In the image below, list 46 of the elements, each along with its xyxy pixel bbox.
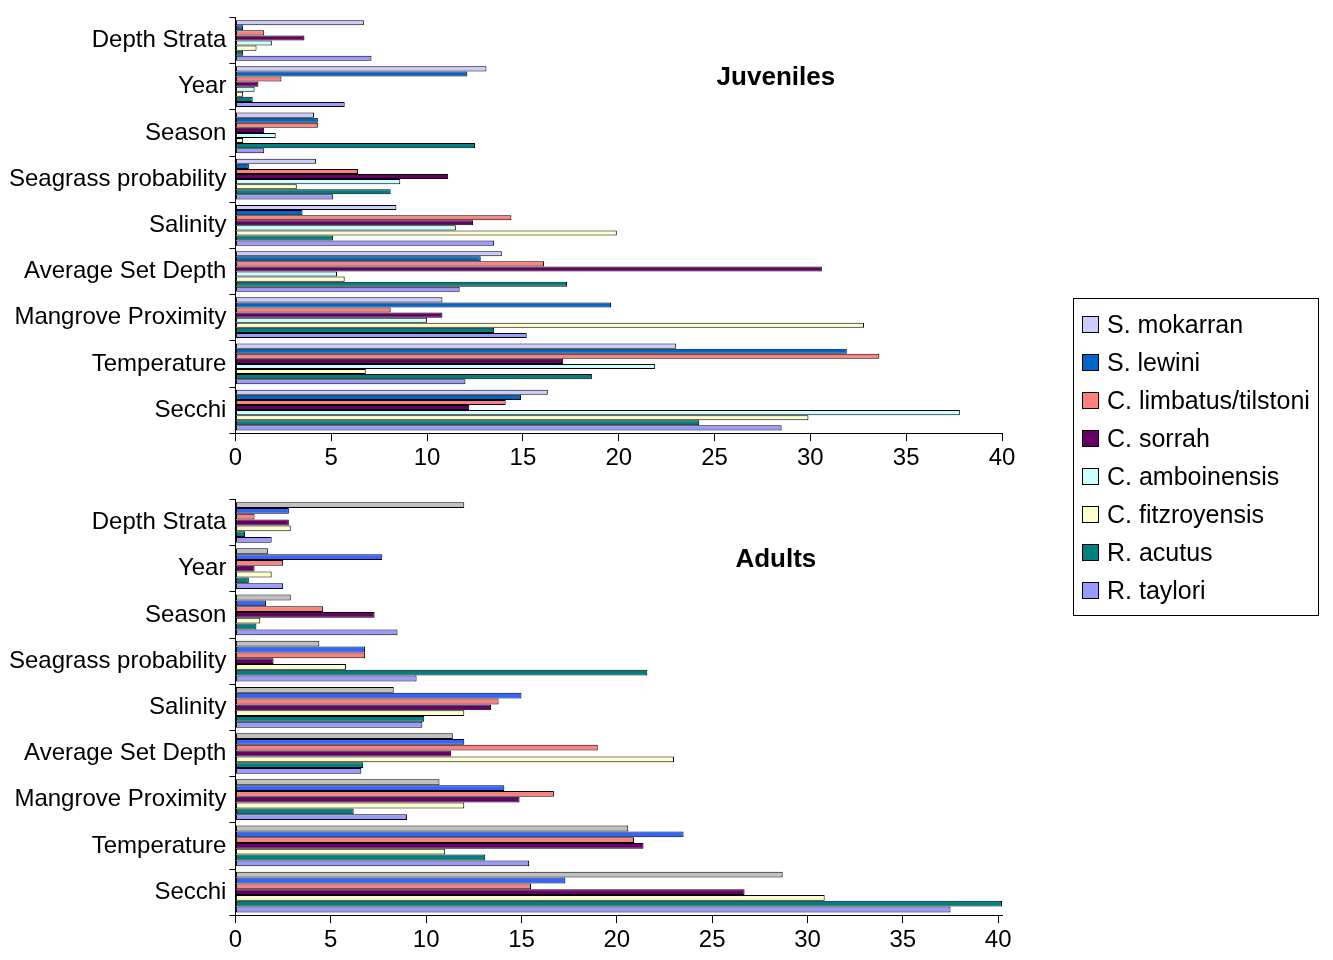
x-tick-label: 30	[794, 925, 821, 953]
legend-label: C. amboinensis	[1107, 461, 1280, 491]
legend-label: S. mokarran	[1107, 309, 1244, 339]
y-tick-label: Secchi	[154, 876, 227, 904]
y-tick-label: Seagrass probability	[9, 645, 227, 673]
y-tick-label: Mangrove Proximity	[14, 784, 227, 812]
x-tick-label: 10	[413, 443, 441, 471]
x-tick-label: 5	[324, 443, 338, 471]
x-tick-label: 10	[412, 925, 440, 953]
y-tick-label: Season	[145, 599, 227, 627]
x-tick-label: 20	[603, 925, 631, 953]
legend-label: R. taylori	[1107, 575, 1206, 605]
x-tick-label: 30	[797, 443, 824, 471]
y-tick-label: Season	[145, 117, 227, 145]
legend-label: C. fitzroyensis	[1107, 499, 1264, 529]
x-tick-label: 0	[228, 443, 243, 471]
text: Adults	[735, 542, 817, 573]
x-tick-label: 15	[509, 443, 537, 471]
x-tick-label: 35	[889, 925, 917, 953]
y-tick-label: Salinity	[149, 209, 227, 237]
y-tick-label: Average Set Depth	[24, 256, 227, 284]
y-tick-label: Depth Strata	[91, 507, 228, 535]
y-tick-label: Year	[177, 553, 227, 581]
x-tick-label: 25	[698, 925, 726, 953]
y-tick-label: Seagrass probability	[9, 163, 227, 191]
y-tick-label: Secchi	[154, 394, 227, 422]
y-tick-label: Salinity	[149, 691, 227, 719]
x-tick-label: 25	[701, 443, 728, 471]
x-tick-label: 15	[508, 925, 535, 953]
x-tick-label: 40	[984, 925, 1012, 953]
y-tick-label: Temperature	[91, 348, 227, 376]
y-tick-label: Mangrove Proximity	[14, 302, 227, 330]
x-tick-label: 20	[605, 443, 633, 471]
y-tick-label: Average Set Depth	[24, 738, 227, 766]
x-tick-label: 0	[228, 925, 243, 953]
legend-label: R. acutus	[1107, 537, 1213, 567]
y-tick-label: Temperature	[91, 830, 227, 858]
y-tick-label: Depth Strata	[91, 25, 228, 53]
y-tick-label: Year	[177, 71, 227, 99]
legend-label: C. limbatus/tilstoni	[1107, 385, 1310, 415]
text: Juveniles	[716, 60, 836, 91]
x-tick-label: 5	[324, 925, 338, 953]
legend-label: S. lewini	[1107, 347, 1201, 377]
legend-label: C. sorrah	[1107, 423, 1210, 453]
x-tick-label: 40	[988, 443, 1016, 471]
x-tick-label: 35	[892, 443, 920, 471]
